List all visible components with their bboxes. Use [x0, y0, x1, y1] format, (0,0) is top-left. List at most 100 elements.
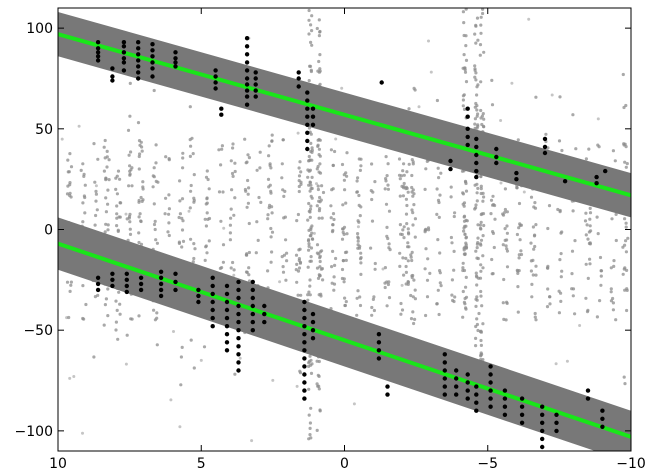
- background-point: [297, 257, 301, 261]
- background-point: [479, 238, 484, 242]
- lower-data-point: [236, 319, 241, 325]
- background-point: [128, 220, 132, 224]
- background-point: [410, 258, 414, 263]
- background-point: [534, 273, 538, 277]
- plot-area: [58, 8, 631, 451]
- background-point: [266, 269, 270, 273]
- background-point: [238, 356, 242, 360]
- background-point: [114, 187, 118, 191]
- background-point: [180, 197, 185, 201]
- background-point: [546, 266, 550, 270]
- upper-data-point: [296, 70, 301, 75]
- background-point: [191, 152, 195, 156]
- background-point: [461, 266, 465, 270]
- background-point: [409, 255, 413, 259]
- background-point: [386, 162, 390, 166]
- background-point: [474, 249, 478, 253]
- background-point: [412, 278, 416, 282]
- background-point: [331, 223, 335, 227]
- background-point: [398, 251, 402, 255]
- background-point: [588, 224, 592, 228]
- background-point: [623, 160, 627, 164]
- lower-data-point: [454, 368, 459, 373]
- background-point: [280, 162, 284, 166]
- background-point: [229, 159, 233, 163]
- background-point: [316, 164, 320, 169]
- background-point: [317, 374, 321, 378]
- background-point: [406, 227, 410, 231]
- background-point: [355, 296, 359, 300]
- background-point: [462, 300, 466, 304]
- background-point: [503, 238, 507, 242]
- lower-data-point: [236, 352, 241, 357]
- background-point: [493, 217, 497, 221]
- background-point: [373, 267, 377, 271]
- background-point: [167, 212, 171, 216]
- background-point: [546, 287, 550, 291]
- background-point: [452, 214, 456, 219]
- background-point: [136, 121, 141, 125]
- background-point: [151, 174, 155, 178]
- background-point: [571, 209, 575, 213]
- upper-data-point: [253, 94, 258, 99]
- background-point: [398, 194, 402, 198]
- upper-data-point: [136, 46, 141, 51]
- background-point: [308, 278, 312, 282]
- background-point: [461, 98, 465, 102]
- background-point: [118, 312, 122, 316]
- background-point: [267, 144, 271, 148]
- upper-data-point: [253, 88, 258, 93]
- background-point: [409, 317, 414, 321]
- background-point: [141, 185, 145, 189]
- background-point: [481, 124, 486, 128]
- upper-data-point: [121, 40, 127, 45]
- background-point: [342, 277, 346, 281]
- background-point: [296, 293, 300, 297]
- background-point: [412, 203, 416, 207]
- background-point: [436, 238, 440, 242]
- upper-data-point: [542, 150, 548, 156]
- background-point: [220, 144, 224, 148]
- background-point: [68, 152, 72, 156]
- background-point: [250, 439, 254, 443]
- background-point: [317, 199, 321, 203]
- background-point: [284, 278, 288, 282]
- background-point: [407, 245, 411, 249]
- background-point: [318, 195, 322, 200]
- background-point: [384, 155, 388, 159]
- background-point: [598, 299, 602, 303]
- background-point: [187, 209, 191, 213]
- background-point: [332, 275, 336, 279]
- background-point: [359, 261, 363, 265]
- confidence-band-2: [58, 217, 631, 451]
- upper-data-point: [121, 56, 127, 61]
- background-point: [243, 137, 247, 141]
- background-point: [126, 128, 131, 132]
- background-point: [115, 216, 119, 220]
- background-point: [94, 189, 98, 193]
- background-point: [115, 212, 119, 216]
- background-point: [309, 406, 313, 410]
- lower-data-point: [262, 319, 267, 325]
- background-point: [295, 280, 299, 284]
- background-point: [299, 182, 303, 186]
- background-point: [318, 69, 322, 73]
- background-point: [233, 372, 237, 376]
- background-point: [423, 267, 427, 271]
- background-point: [294, 268, 298, 272]
- background-point: [192, 242, 196, 246]
- upper-data-point: [474, 136, 479, 142]
- background-point: [573, 312, 577, 316]
- upper-data-point: [136, 40, 141, 45]
- background-point: [505, 231, 509, 235]
- lower-data-point: [138, 275, 144, 280]
- background-point: [115, 204, 119, 208]
- upper-data-point: [310, 106, 316, 111]
- background-point: [482, 117, 486, 121]
- lower-data-point: [196, 287, 201, 293]
- background-point: [330, 265, 334, 269]
- background-point: [599, 283, 603, 287]
- background-point: [402, 225, 406, 229]
- background-point: [623, 217, 627, 221]
- upper-data-point: [494, 160, 499, 166]
